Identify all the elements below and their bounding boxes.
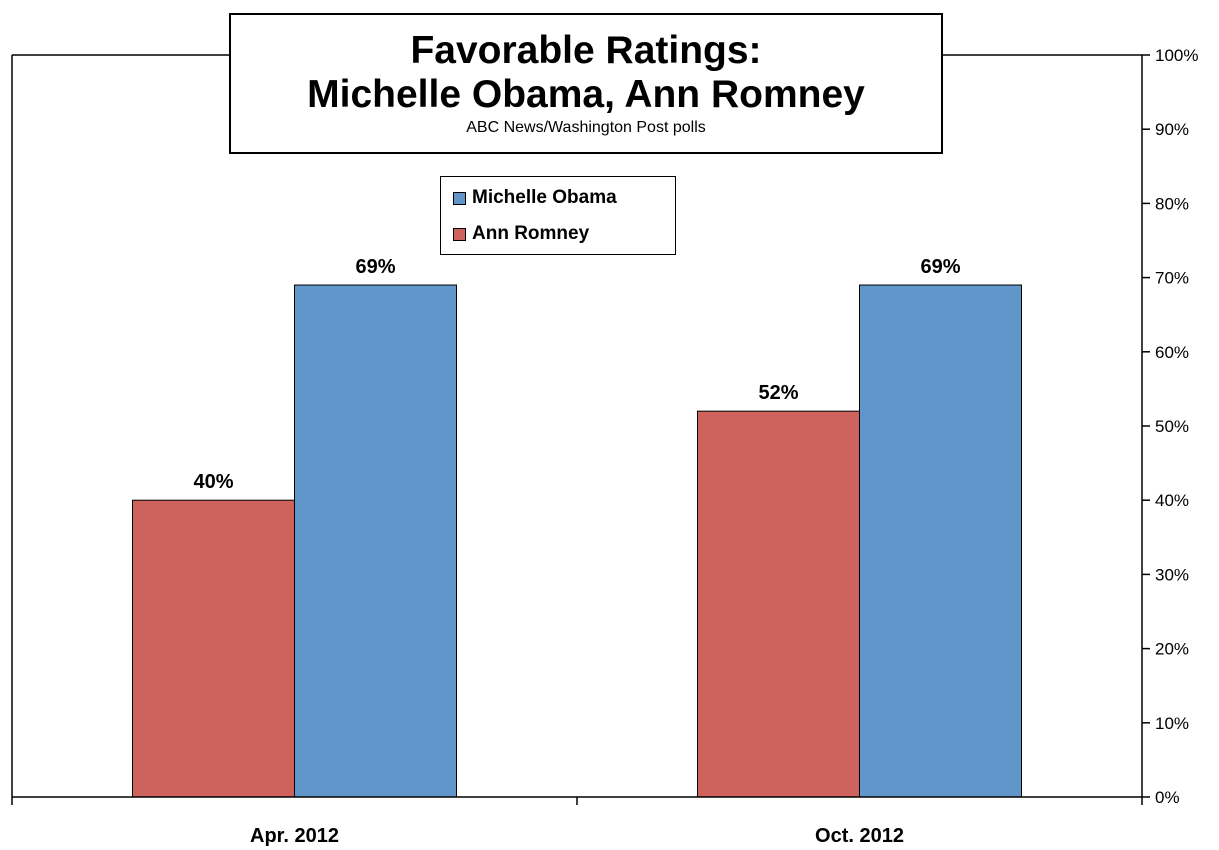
- legend-label-michelle-obama: Michelle Obama: [472, 187, 617, 208]
- chart-title-box: Favorable Ratings: Michelle Obama, Ann R…: [229, 13, 943, 154]
- y-tick-label: 90%: [1155, 120, 1189, 139]
- data-labels-group: 40% 69% 52% 69%: [193, 256, 960, 493]
- legend-label-ann-romney: Ann Romney: [472, 223, 590, 244]
- bar-michelle-obama-apr-2012: [294, 284, 457, 798]
- data-label-ann-romney-apr-2012: 40%: [193, 471, 233, 493]
- chart-title-line2: Michelle Obama, Ann Romney: [307, 73, 865, 116]
- y-tick-label: 70%: [1155, 269, 1189, 288]
- legend-swatch-ann-romney: [453, 227, 466, 241]
- legend-item-ann-romney: Ann Romney: [453, 223, 589, 245]
- bar-michelle-obama-oct-2012: [859, 284, 1022, 798]
- bar-ann-romney-apr-2012: [132, 499, 295, 798]
- x-tick-label-apr-2012: Apr. 2012: [250, 825, 339, 847]
- bars-group: [132, 284, 1022, 798]
- x-axis: Apr. 2012 Oct. 2012: [11, 796, 1143, 847]
- x-tick-label-oct-2012: Oct. 2012: [815, 825, 904, 847]
- legend-swatch-michelle-obama: [453, 191, 466, 205]
- data-label-ann-romney-oct-2012: 52%: [758, 382, 798, 404]
- y-axis: 0% 10% 20% 30% 40% 50% 60% 70% 80% 90% 100%: [1141, 46, 1198, 807]
- y-tick-label: 100%: [1155, 46, 1198, 65]
- y-tick-label: 20%: [1155, 640, 1189, 659]
- y-tick-label: 30%: [1155, 565, 1189, 584]
- y-tick-label: 50%: [1155, 417, 1189, 436]
- data-label-michelle-obama-apr-2012: 69%: [355, 256, 395, 278]
- y-tick-label: 40%: [1155, 491, 1189, 510]
- y-tick-label: 0%: [1155, 788, 1180, 807]
- y-tick-label: 10%: [1155, 714, 1189, 733]
- bar-ann-romney-oct-2012: [697, 410, 860, 798]
- legend: Michelle Obama Ann Romney: [440, 176, 676, 255]
- chart-subtitle: ABC News/Washington Post polls: [466, 119, 706, 136]
- data-label-michelle-obama-oct-2012: 69%: [920, 256, 960, 278]
- y-tick-label: 80%: [1155, 194, 1189, 213]
- chart-title: Favorable Ratings:: [410, 29, 762, 72]
- legend-item-michelle-obama: Michelle Obama: [453, 187, 617, 209]
- y-tick-label: 60%: [1155, 343, 1189, 362]
